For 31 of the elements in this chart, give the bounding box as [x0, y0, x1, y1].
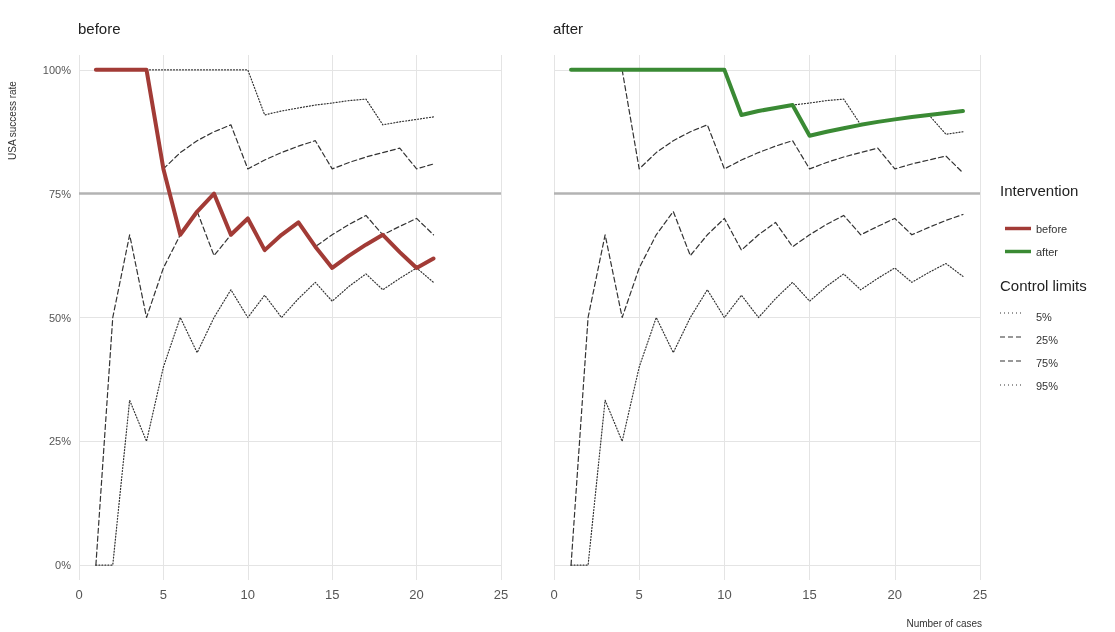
y-tick-label: 0% — [55, 559, 72, 572]
y-axis-title: USA success rate — [6, 80, 18, 160]
x-tick-label: 5 — [159, 587, 168, 602]
x-tick-label: 20 — [409, 587, 424, 602]
y-tick-label: 75% — [48, 187, 72, 200]
x-tick-label: 25 — [972, 587, 988, 602]
x-tick-label: 10 — [240, 587, 256, 602]
x-tick-label: 15 — [802, 587, 817, 602]
y-tick-label: 100% — [42, 63, 72, 76]
legend-label: after — [1036, 245, 1059, 258]
x-tick-label: 25 — [493, 587, 509, 602]
legend-label: 25% — [1036, 333, 1059, 346]
legend-label: 5% — [1036, 310, 1053, 323]
chart-title: after — [553, 20, 584, 37]
x-tick-label: 5 — [635, 587, 643, 602]
chart-title: before — [78, 20, 121, 37]
legend-title: Control limits — [1000, 277, 1087, 294]
x-tick-label: 20 — [887, 587, 903, 602]
y-tick-label: 25% — [48, 435, 72, 448]
line-series — [162, 124, 435, 170]
legend-label: 75% — [1036, 356, 1059, 369]
x-tick-label: 15 — [324, 587, 340, 602]
x-tick-label: 10 — [717, 587, 732, 602]
legend-label: 95% — [1036, 379, 1059, 392]
x-axis-title: Number of cases — [906, 617, 983, 629]
legend-label: before — [1036, 222, 1068, 235]
y-tick-label: 50% — [48, 311, 72, 324]
x-tick-label: 0 — [550, 587, 558, 602]
legend-title: Intervention — [1000, 182, 1079, 199]
x-tick-label: 0 — [75, 587, 83, 602]
line-series — [93, 67, 436, 270]
